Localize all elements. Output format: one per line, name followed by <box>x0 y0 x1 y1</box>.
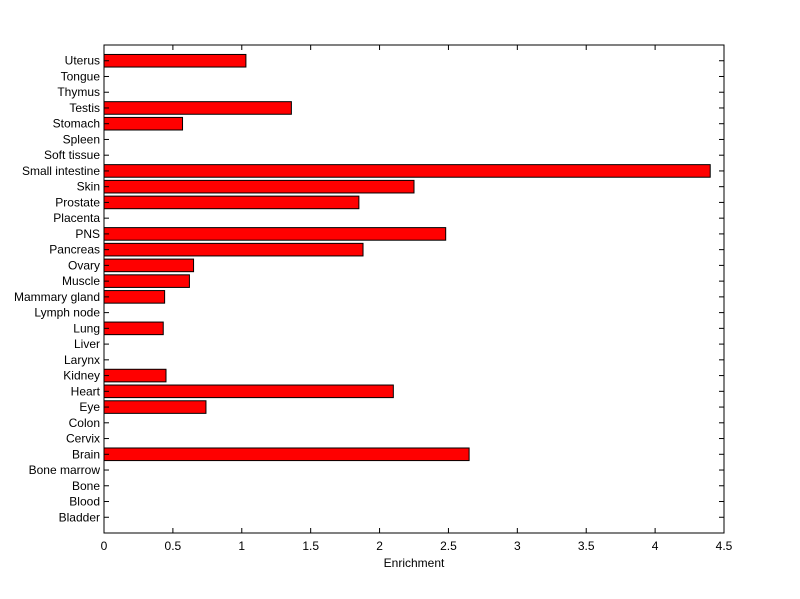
y-tick-label: Liver <box>74 337 100 351</box>
y-tick-label: Heart <box>71 384 101 398</box>
y-tick-label: Tongue <box>61 69 101 83</box>
bar-skin <box>103 179 415 194</box>
bar-testis <box>103 101 292 115</box>
x-tick-label: 2 <box>376 539 383 553</box>
bar-eye <box>103 400 207 414</box>
y-tick-label: Skin <box>77 180 100 194</box>
y-tick-label: Blood <box>69 495 100 509</box>
bar-muscle <box>103 274 190 288</box>
y-tick-label: Cervix <box>66 432 100 446</box>
y-tick-label: Stomach <box>53 117 100 131</box>
y-tick-label: Prostate <box>55 195 100 209</box>
bar-pns <box>103 227 447 241</box>
y-tick-label: Pancreas <box>49 243 100 257</box>
y-tick-label: Larynx <box>64 353 100 367</box>
x-tick-label: 0.5 <box>165 539 182 553</box>
bar-small-intestine <box>103 164 711 178</box>
y-tick-label: Lung <box>73 321 100 335</box>
y-tick-label: Small intestine <box>22 164 100 178</box>
ticks-group <box>103 45 725 533</box>
y-tick-label: Testis <box>69 101 100 115</box>
y-tick-label: Uterus <box>65 54 100 68</box>
y-tick-label: Colon <box>69 416 100 430</box>
y-tick-label: Eye <box>79 400 100 414</box>
x-tick-label: 2.5 <box>440 539 457 553</box>
x-tick-label: 4 <box>652 539 659 553</box>
bar-stomach <box>103 116 184 131</box>
x-axis-label: Enrichment <box>384 556 445 570</box>
y-tick-label: Brain <box>72 447 100 461</box>
y-tick-label: Kidney <box>63 369 100 383</box>
x-tick-label: 1.5 <box>302 539 319 553</box>
x-tick-label: 3 <box>514 539 521 553</box>
y-tick-label: Bladder <box>59 510 100 524</box>
y-tick-label: Thymus <box>57 85 100 99</box>
x-tick-label: 4.5 <box>716 539 733 553</box>
y-tick-label: Muscle <box>62 274 100 288</box>
x-tick-label: 1 <box>238 539 245 553</box>
plot-frame <box>103 44 725 534</box>
bar-pancreas <box>103 242 364 257</box>
y-tick-label: Spleen <box>63 132 100 146</box>
y-tick-label: Mammary gland <box>14 290 100 304</box>
bar-uterus <box>103 53 247 68</box>
x-tick-label: 3.5 <box>578 539 595 553</box>
bar-kidney <box>103 368 167 383</box>
bar-heart <box>103 384 394 399</box>
y-tick-label: PNS <box>75 227 100 241</box>
bar-prostate <box>103 195 360 210</box>
y-tick-label: Placenta <box>53 211 100 225</box>
y-tick-label: Bone <box>72 479 100 493</box>
y-tick-label: Bone marrow <box>29 463 101 477</box>
y-tick-label: Ovary <box>68 258 100 272</box>
x-tick-labels: 0 0.5 1 1.5 2 2.5 3 3.5 4 4.5 <box>101 539 733 553</box>
bar-brain <box>103 447 470 462</box>
y-tick-label: Soft tissue <box>44 148 100 162</box>
bar-mammary-gland <box>103 290 166 304</box>
bar-lung <box>103 321 164 336</box>
bar-ovary <box>103 258 195 273</box>
x-tick-label: 0 <box>101 539 108 553</box>
y-tick-label: Lymph node <box>34 306 100 320</box>
